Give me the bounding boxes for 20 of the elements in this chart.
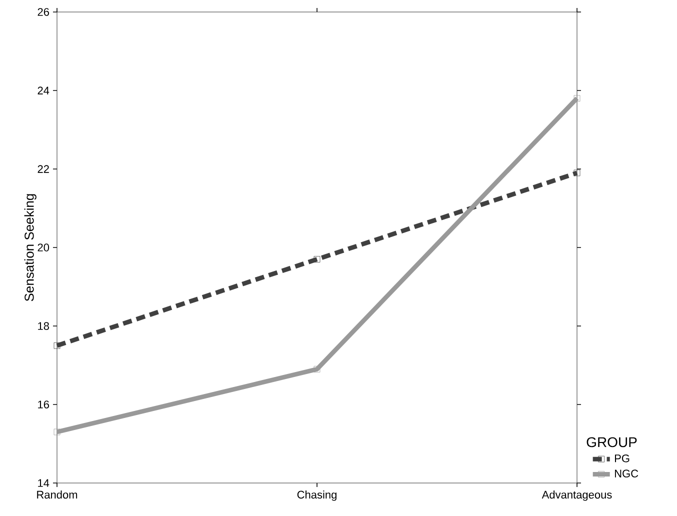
x-tick-label: Random [37,490,78,499]
y-tick-label: 20 [38,244,50,252]
legend-label: PG [615,454,630,462]
x-tick-label: Advantageous [542,490,612,501]
y-tick-label: 18 [38,322,49,330]
point [574,95,580,102]
x-tick-label: Chasing [297,490,336,501]
y-axis-title: Sensation Seeking [24,194,36,302]
point [314,256,320,262]
y-tick-label: 14 [38,479,50,487]
legend-title: GROUP [586,437,637,448]
y-tick-label: 24 [38,86,50,94]
point [54,342,60,349]
legend-label: NGC [615,470,638,478]
y-tick-label: 16 [38,400,49,408]
y-tick-label: 22 [38,165,49,173]
point [314,366,320,372]
y-tick-label: 26 [38,8,49,16]
point [574,170,580,176]
point [54,428,60,436]
